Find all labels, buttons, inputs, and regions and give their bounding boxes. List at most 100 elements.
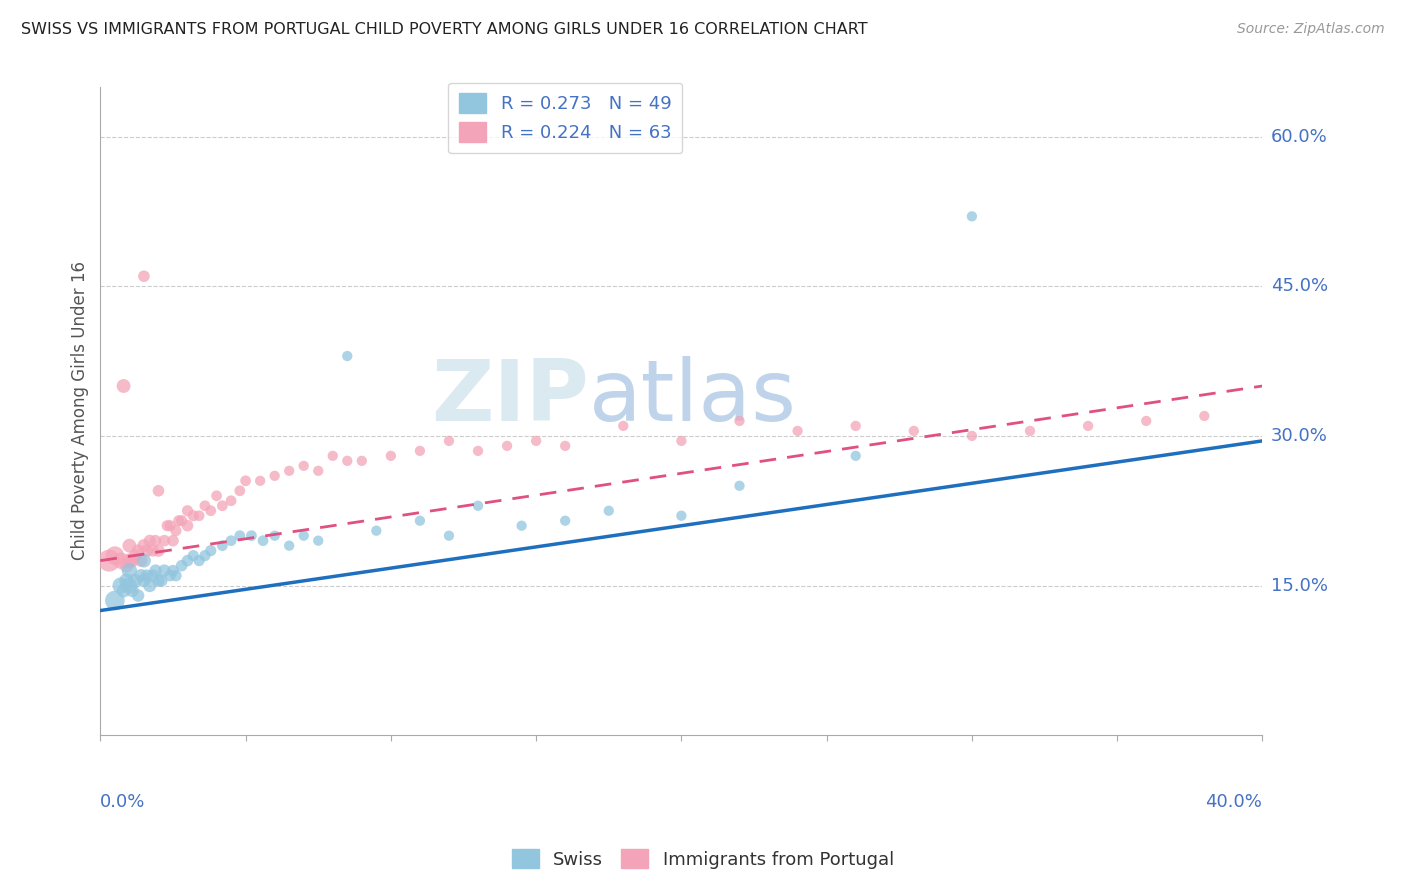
Point (229, 483, 252, 498)
Point (437, 529, 460, 543)
Point (115, 558, 138, 573)
Point (188, 508, 211, 523)
Point (1077, 418, 1099, 433)
Point (124, 574, 146, 588)
Point (181, 549, 204, 563)
Point (554, 514, 576, 528)
Point (200, 543, 222, 558)
Point (786, 424, 808, 438)
Point (145, 533, 167, 548)
Point (671, 434, 693, 448)
Point (467, 499, 489, 513)
Y-axis label: Child Poverty Among Girls Under 16: Child Poverty Among Girls Under 16 (72, 261, 89, 560)
Text: 45.0%: 45.0% (1271, 277, 1329, 295)
Point (307, 533, 329, 548)
Point (845, 418, 868, 433)
Point (598, 504, 620, 518)
Point (142, 568, 165, 582)
Point (110, 554, 132, 568)
Point (145, 564, 167, 578)
Text: 60.0%: 60.0% (1271, 128, 1327, 145)
Point (292, 458, 315, 473)
Point (437, 434, 460, 448)
Point (98, 554, 121, 568)
Point (278, 539, 301, 553)
Point (409, 443, 432, 458)
Point (129, 554, 152, 568)
Text: Source: ZipAtlas.com: Source: ZipAtlas.com (1237, 22, 1385, 37)
Point (1135, 414, 1157, 428)
Text: ZIP: ZIP (430, 357, 589, 440)
Point (115, 574, 138, 588)
Point (118, 539, 141, 553)
Point (135, 543, 157, 558)
Point (211, 499, 233, 513)
Point (336, 349, 359, 363)
Text: SWISS VS IMMIGRANTS FROM PORTUGAL CHILD POVERTY AMONG GIRLS UNDER 16 CORRELATION: SWISS VS IMMIGRANTS FROM PORTUGAL CHILD … (21, 22, 868, 37)
Point (118, 564, 141, 578)
Point (176, 504, 198, 518)
Point (127, 543, 149, 558)
Point (219, 493, 242, 508)
Point (322, 449, 344, 463)
Legend: Swiss, Immigrants from Portugal: Swiss, Immigrants from Portugal (505, 841, 901, 876)
Point (510, 518, 533, 533)
Point (292, 529, 315, 543)
Point (219, 533, 242, 548)
Point (263, 529, 285, 543)
Point (121, 554, 143, 568)
Point (1019, 424, 1042, 438)
Point (148, 543, 170, 558)
Point (200, 504, 222, 518)
Point (162, 533, 184, 548)
Point (165, 524, 187, 538)
Point (148, 574, 170, 588)
Point (132, 539, 155, 553)
Point (205, 489, 228, 503)
Point (350, 454, 373, 468)
Point (112, 583, 135, 598)
Text: 15.0%: 15.0% (1271, 576, 1329, 595)
Point (249, 474, 271, 488)
Point (129, 568, 152, 582)
Point (229, 529, 252, 543)
Point (194, 549, 217, 563)
Point (153, 533, 176, 548)
Point (240, 529, 263, 543)
Point (336, 454, 359, 468)
Point (142, 543, 165, 558)
Point (176, 518, 198, 533)
Text: 40.0%: 40.0% (1205, 793, 1263, 811)
Point (110, 578, 132, 592)
Point (554, 439, 576, 453)
Point (496, 439, 519, 453)
Point (148, 483, 170, 498)
Point (165, 568, 187, 582)
Point (159, 518, 181, 533)
Point (139, 533, 162, 548)
Point (159, 568, 181, 582)
Point (612, 418, 634, 433)
Point (960, 210, 983, 224)
Point (124, 549, 146, 563)
Point (150, 574, 173, 588)
Point (170, 514, 193, 528)
Point (153, 564, 176, 578)
Point (903, 424, 925, 438)
Point (960, 429, 983, 443)
Point (211, 539, 233, 553)
Text: 0.0%: 0.0% (100, 793, 146, 811)
Point (156, 518, 179, 533)
Point (181, 508, 204, 523)
Point (167, 514, 190, 528)
Point (118, 554, 141, 568)
Point (1194, 409, 1216, 423)
Point (139, 578, 162, 592)
Point (194, 499, 217, 513)
Point (671, 508, 693, 523)
Point (188, 554, 211, 568)
Point (132, 554, 155, 568)
Point (409, 514, 432, 528)
Point (104, 549, 127, 563)
Point (112, 379, 135, 393)
